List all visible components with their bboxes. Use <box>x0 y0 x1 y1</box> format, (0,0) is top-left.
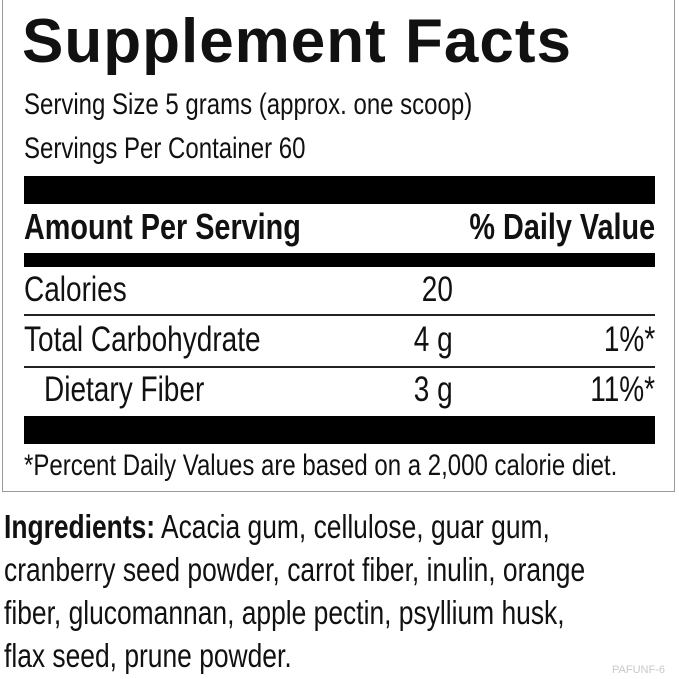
nutrient-name: Dietary Fiber <box>44 370 205 409</box>
nutrient-amount: 20 <box>421 270 453 309</box>
footnote: *Percent Daily Values are based on a 2,0… <box>24 449 618 482</box>
divider-thick <box>24 416 655 444</box>
product-code: PAFUNF-6 <box>612 664 665 676</box>
nutrient-dv: 11%* <box>590 370 655 409</box>
row-divider <box>24 314 655 316</box>
nutrient-dv: 1%* <box>603 320 655 359</box>
ingredients-label: Ingredients: <box>4 508 156 545</box>
nutrient-name: Total Carbohydrate <box>24 320 261 359</box>
divider-medium <box>24 253 655 267</box>
ingredients-text: Acacia gum, cellulose, guar gum, cranber… <box>4 508 586 674</box>
divider-thick <box>24 176 655 204</box>
servings-per-container: Servings Per Container 60 <box>24 132 306 165</box>
nutrient-name: Calories <box>24 270 127 309</box>
header-amount-per-serving: Amount Per Serving <box>24 206 301 247</box>
supplement-facts-panel <box>2 0 675 492</box>
panel-title: Supplement Facts <box>22 7 572 76</box>
row-divider <box>24 366 655 368</box>
ingredients: Ingredients: Acacia gum, cellulose, guar… <box>4 505 612 677</box>
nutrient-amount: 3 g <box>414 370 453 409</box>
header-daily-value: % Daily Value <box>469 206 655 247</box>
nutrient-amount: 4 g <box>414 320 453 359</box>
serving-size: Serving Size 5 grams (approx. one scoop) <box>24 88 473 121</box>
